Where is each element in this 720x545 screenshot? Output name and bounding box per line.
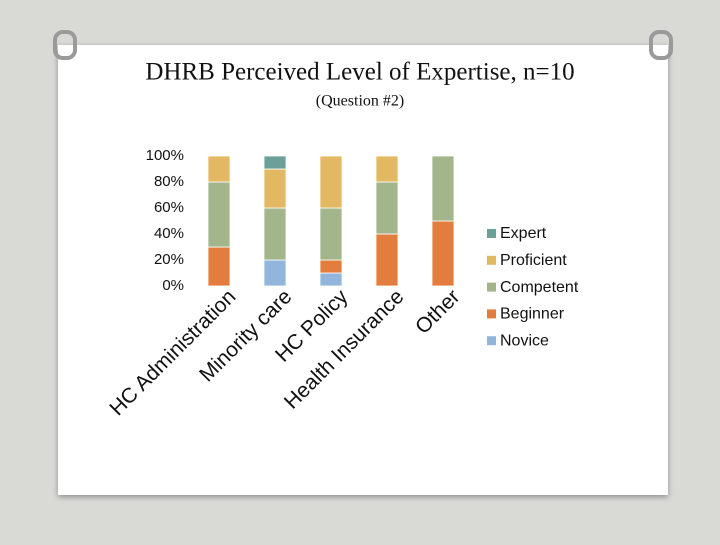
legend-swatch [487, 255, 496, 265]
bar-segment [375, 155, 399, 183]
legend-label: Competent [500, 279, 579, 296]
bar-segment [263, 168, 287, 209]
bar-segment [431, 220, 455, 287]
legend-swatch [487, 309, 496, 319]
bar-segment [263, 259, 287, 287]
y-tick-label: 40% [154, 225, 184, 242]
legend-swatch [487, 282, 496, 292]
legend-label: Beginner [500, 306, 565, 323]
legend-swatch [487, 229, 496, 238]
chart-title: DHRB Perceived Level of Expertise, n=10 [145, 59, 574, 86]
legend-label: Proficient [500, 252, 567, 269]
bar-segment [319, 207, 343, 261]
binder-ring [53, 30, 673, 60]
y-tick-label: 80% [154, 173, 184, 190]
bar-segment [207, 155, 231, 183]
bar-segment [263, 207, 287, 261]
chart-subtitle: (Question #2) [316, 93, 404, 110]
legend-label: Expert [500, 225, 547, 242]
bar-segment [207, 181, 231, 248]
bar-segment [431, 155, 455, 222]
y-tick-label: 0% [162, 277, 184, 294]
y-tick-label: 100% [146, 147, 184, 164]
slide-panel [58, 45, 668, 495]
bar-segment [207, 246, 231, 287]
bar-segment [319, 259, 343, 274]
bar-segment [319, 155, 343, 209]
bar-segment [263, 155, 287, 170]
bar-segment [375, 233, 399, 287]
bar-segment [319, 272, 343, 287]
legend-swatch [487, 336, 496, 346]
y-tick-label: 60% [154, 199, 184, 216]
legend-label: Novice [500, 332, 549, 349]
bar-segment [375, 181, 399, 235]
y-tick-label: 20% [154, 251, 184, 268]
